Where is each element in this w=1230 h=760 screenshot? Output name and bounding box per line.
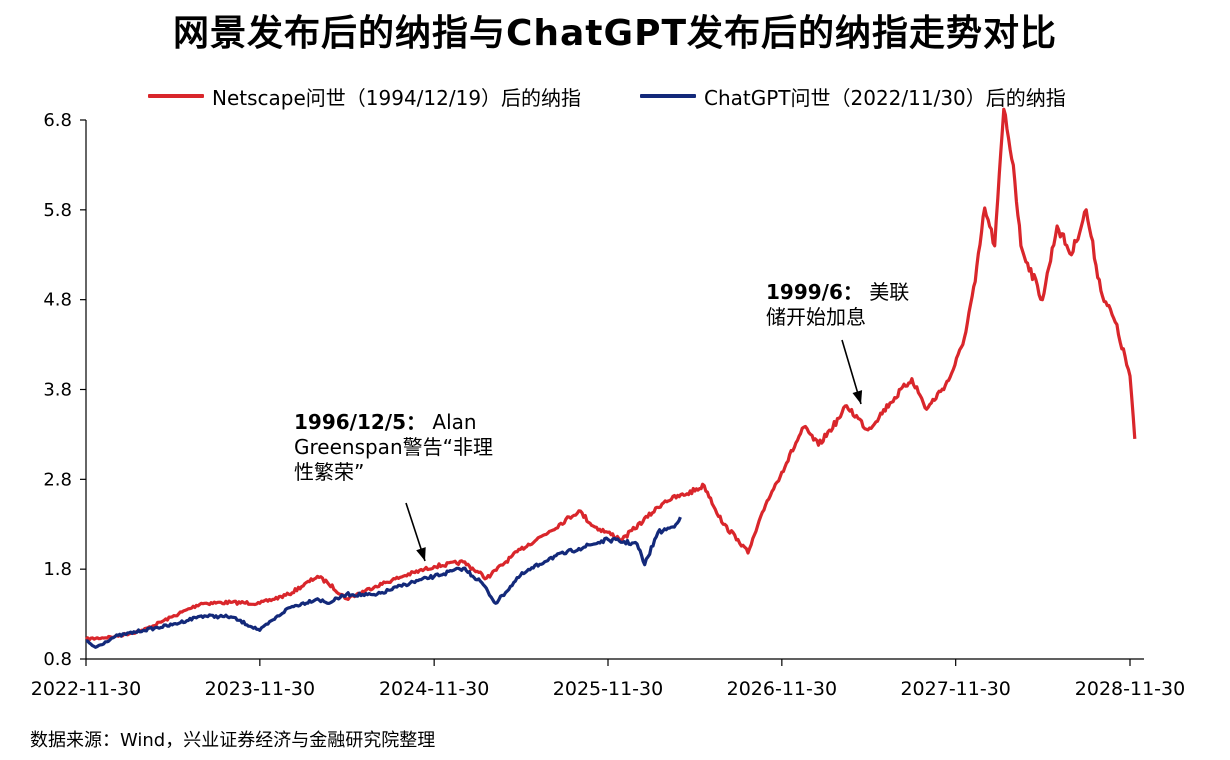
- x-tick-label: 2023-11-30: [205, 678, 315, 700]
- arrow-greenspan-head: [416, 547, 426, 561]
- annotation-greenspan-date: 1996/12/5：: [294, 410, 427, 434]
- annotation-greenspan: 1996/12/5： Alan Greenspan警告“非理性繁荣”: [294, 410, 504, 485]
- y-tick-label: 0.8: [43, 649, 72, 670]
- annotation-greenspan-text: Alan Greenspan警告“非理性繁荣”: [294, 410, 493, 484]
- y-tick-label: 4.8: [43, 290, 72, 311]
- legend-item-netscape: Netscape问世（1994/12/19）后的纳指: [148, 82, 581, 110]
- y-tick-label: 5.8: [43, 200, 72, 221]
- series-line-chatgpt: [85, 516, 682, 649]
- series-lines: [84, 107, 1137, 649]
- annotation-fed-hike: 1999/6： 美联储开始加息: [766, 280, 916, 330]
- data-source: 数据来源：Wind，兴业证券经济与金融研究院整理: [30, 730, 436, 751]
- x-tick-label: 2025-11-30: [553, 678, 663, 700]
- series-line-netscape: [84, 107, 1137, 642]
- x-tick-label: 2028-11-30: [1075, 678, 1185, 700]
- annotation-fed-hike-text: 美联储开始加息: [766, 280, 910, 329]
- annotation-arrows: [405, 339, 863, 562]
- y-tick-label: 2.8: [43, 469, 72, 490]
- x-tick-label: 2027-11-30: [900, 678, 1010, 700]
- y-tick-label: 1.8: [43, 559, 72, 580]
- legend-swatch-chatgpt: [640, 94, 696, 98]
- legend-item-chatgpt: ChatGPT问世（2022/11/30）后的纳指: [640, 82, 1066, 110]
- legend-label-chatgpt: ChatGPT问世（2022/11/30）后的纳指: [704, 85, 1066, 110]
- y-tick-label: 6.8: [43, 110, 72, 131]
- legend-label-netscape: Netscape问世（1994/12/19）后的纳指: [212, 85, 582, 110]
- x-tick-label: 2022-11-30: [31, 678, 141, 700]
- axes: 0.8 1.8 2.8 3.8 4.8 5.8 6.8 2022-11-30 2023-11-3…: [31, 110, 1185, 700]
- chart-title: 网景发布后的纳指与ChatGPT发布后的纳指走势对比: [172, 13, 1058, 54]
- x-tick-label: 2026-11-30: [727, 678, 837, 700]
- x-tick-label: 2024-11-30: [379, 678, 489, 700]
- y-tick-label: 3.8: [43, 380, 72, 401]
- arrow-fed-hike-head: [852, 390, 863, 404]
- legend-swatch-netscape: [148, 94, 204, 98]
- annotation-fed-hike-date: 1999/6：: [766, 280, 863, 304]
